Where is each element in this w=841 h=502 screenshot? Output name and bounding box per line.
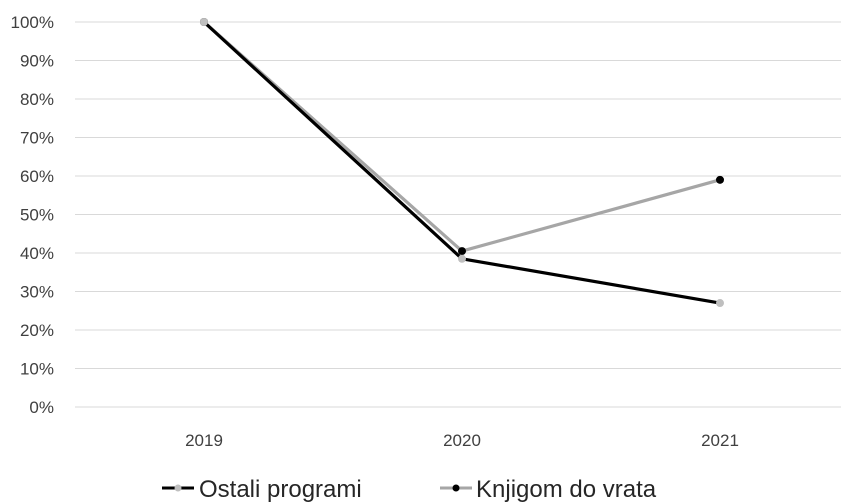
x-tick-label: 2019 (185, 431, 223, 450)
x-tick-label: 2021 (701, 431, 739, 450)
legend-swatch-marker (174, 484, 182, 492)
y-tick-label: 80% (20, 90, 54, 109)
data-point (458, 247, 466, 256)
y-tick-label: 90% (20, 52, 54, 71)
y-tick-label: 0% (29, 398, 54, 417)
y-tick-label: 40% (20, 244, 54, 263)
gridlines (75, 21, 841, 408)
y-tick-label: 70% (20, 129, 54, 148)
legend: Ostali programi Knjigom do vrata (162, 476, 657, 502)
x-axis-tick-labels: 2019 2020 2021 (185, 431, 739, 450)
data-point (716, 175, 724, 184)
data-point (458, 254, 466, 263)
legend-item: Knjigom do vrata (440, 476, 657, 502)
series-markers (200, 18, 724, 308)
legend-label: Knjigom do vrata (476, 476, 657, 502)
data-point (716, 299, 724, 308)
y-tick-label: 50% (20, 206, 54, 225)
x-tick-label: 2020 (443, 431, 481, 450)
y-axis-tick-labels: 0% 10% 20% 30% 40% 50% 60% 70% 80% 90% 100% (11, 13, 54, 417)
legend-label: Ostali programi (199, 476, 362, 502)
series-line-1 (202, 20, 722, 253)
legend-swatch-marker (452, 484, 460, 492)
data-point (200, 18, 208, 26)
legend-item: Ostali programi (162, 476, 362, 502)
y-tick-label: 100% (11, 13, 54, 32)
y-tick-label: 30% (20, 283, 54, 302)
y-tick-label: 60% (20, 167, 54, 186)
y-tick-label: 20% (20, 321, 54, 340)
y-tick-label: 10% (20, 360, 54, 379)
